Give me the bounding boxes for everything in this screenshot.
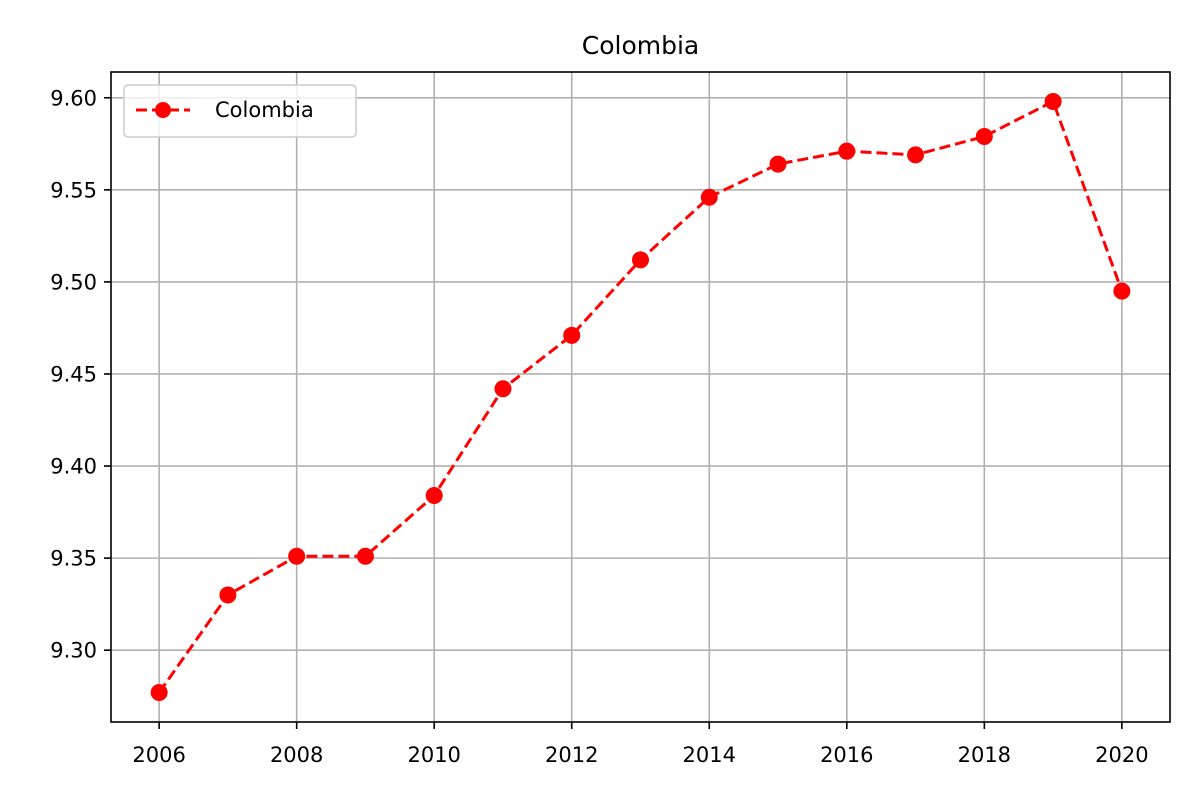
y-tick-label: 9.50 — [50, 270, 97, 294]
data-point — [1044, 92, 1062, 110]
x-axis: 2006 2008 2010 2012 2014 2016 2018 2020 — [132, 722, 1149, 767]
data-point — [975, 127, 993, 145]
data-point — [700, 188, 718, 206]
x-tick-label: 2008 — [270, 743, 323, 767]
data-point — [907, 146, 925, 164]
data-point — [838, 142, 856, 160]
y-tick-label: 9.60 — [50, 86, 97, 110]
x-tick-label: 2020 — [1095, 743, 1148, 767]
y-tick-label: 9.55 — [50, 178, 97, 202]
x-tick-label: 2018 — [958, 743, 1011, 767]
x-tick-label: 2010 — [407, 743, 460, 767]
data-point — [356, 547, 374, 565]
y-tick-label: 9.40 — [50, 455, 97, 479]
legend-label: Colombia — [215, 98, 314, 122]
data-point — [425, 487, 443, 505]
y-tick-label: 9.35 — [50, 547, 97, 571]
series-layer — [150, 92, 1131, 702]
x-tick-label: 2014 — [683, 743, 736, 767]
grid-lines — [111, 72, 1170, 722]
data-point — [494, 380, 512, 398]
x-tick-label: 2016 — [820, 743, 873, 767]
chart-title: Colombia — [582, 31, 699, 60]
data-point — [288, 547, 306, 565]
data-point — [1113, 282, 1131, 300]
y-tick-label: 9.30 — [50, 639, 97, 663]
data-point — [219, 586, 237, 604]
plot-area-frame — [110, 71, 1171, 723]
legend-marker — [155, 102, 171, 118]
data-point — [769, 155, 787, 173]
legend-box — [123, 84, 357, 138]
x-tick-label: 2006 — [132, 743, 185, 767]
y-axis: 9.30 9.35 9.40 9.45 9.50 9.55 9.60 — [50, 86, 111, 663]
data-point — [150, 684, 168, 702]
data-point — [632, 251, 649, 269]
legend: Colombia — [123, 84, 357, 138]
data-point — [563, 326, 581, 344]
y-tick-label: 9.45 — [50, 362, 97, 386]
x-tick-label: 2012 — [545, 743, 598, 767]
